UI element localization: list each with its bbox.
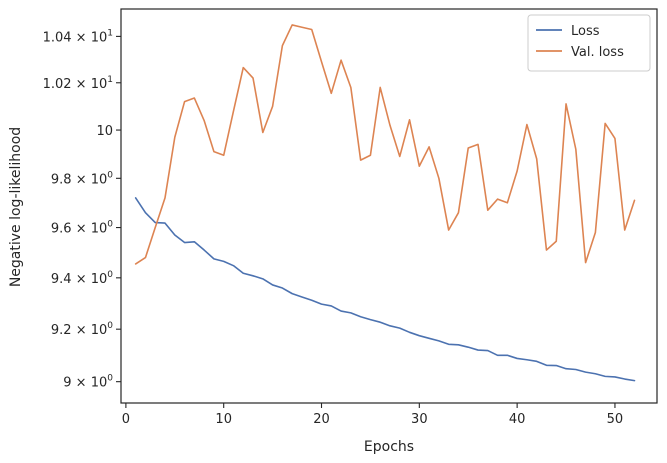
x-tick-label: 0: [122, 412, 130, 427]
plot-area: [134, 24, 636, 382]
y-tick-label: 9.4 × 100: [51, 270, 113, 287]
y-tick-label: 9.6 × 100: [51, 220, 113, 237]
x-tick-label: 20: [313, 412, 330, 427]
x-tick-label: 50: [607, 412, 624, 427]
legend-label: Val. loss: [571, 45, 624, 60]
x-axis-label: Epochs: [364, 439, 414, 455]
y-tick-label: 10: [96, 124, 113, 139]
x-tick-label: 30: [411, 412, 428, 427]
legend-box: [527, 14, 651, 72]
series-line-1: [134, 197, 636, 382]
x-tick-label: 40: [509, 412, 526, 427]
y-tick-label: 1.02 × 101: [43, 75, 113, 92]
y-tick-label: 9.8 × 100: [51, 170, 113, 187]
y-tick-label: 9 × 100: [63, 374, 113, 391]
legend-label: Loss: [571, 24, 600, 39]
series-line-2: [134, 24, 636, 265]
y-tick-label: 1.04 × 101: [43, 28, 113, 45]
x-tick-label: 10: [215, 412, 232, 427]
legend: Loss Val. loss: [527, 14, 651, 72]
y-tick-label: 9.2 × 100: [51, 321, 113, 338]
y-axis-label: Negative log-likelihood: [8, 127, 24, 287]
axes: 0 10 20 30 40 50 9 × 100 9.2 × 100 9.4 × 100 9.6 …: [43, 8, 658, 427]
plot-frame: [120, 8, 658, 404]
